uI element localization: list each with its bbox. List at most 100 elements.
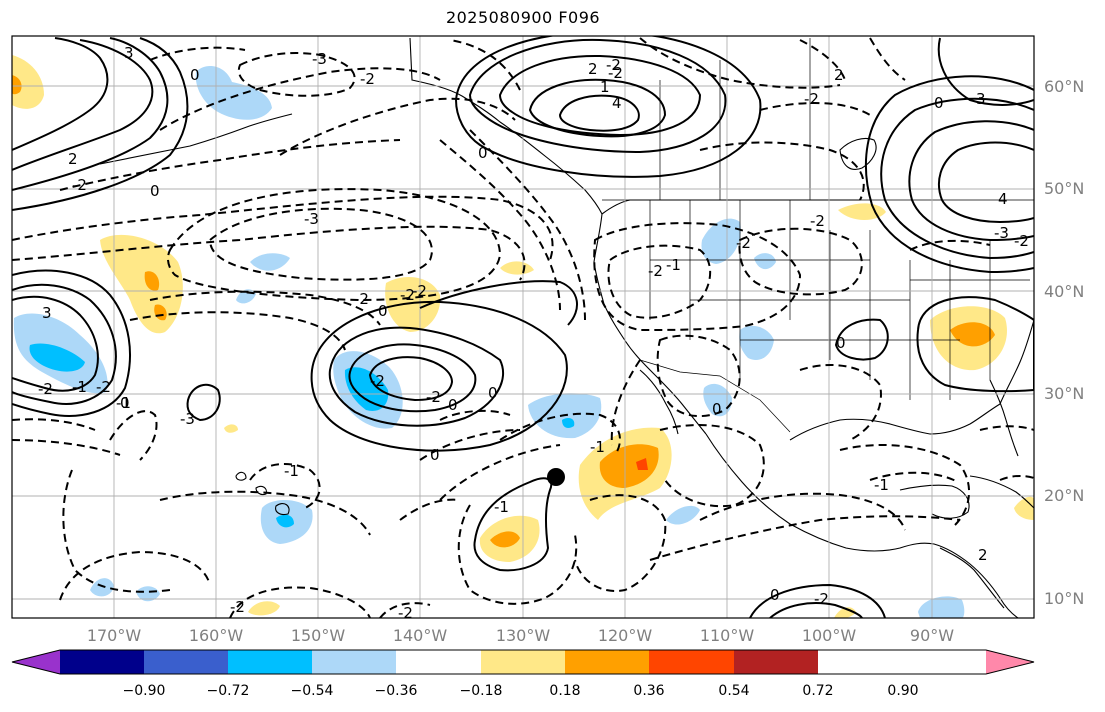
contour-high-west-2 (12, 37, 169, 191)
contour-high-north-2 (498, 54, 702, 137)
contour-label: 0 (934, 94, 944, 112)
pos-area-caribbean (1014, 496, 1034, 520)
contour-label: -2 (814, 590, 829, 608)
coastline-cuba (969, 475, 1034, 509)
colorbar-tick-label: −0.72 (206, 683, 250, 699)
contour-high-north-1 (468, 38, 727, 154)
pos-area-west-coast-alaska-core (12, 75, 22, 95)
lon-label-100w: 100°W (801, 626, 857, 645)
contour-label: -1 (284, 462, 299, 480)
coastlines (99, 37, 1034, 618)
contour-label: 0 (712, 400, 722, 418)
colorbar-cell (565, 650, 649, 674)
neg-area-hawaii-core (276, 514, 294, 528)
coastline-gulf (789, 403, 1001, 441)
lon-label-150w: 150°W (290, 626, 346, 645)
contour-labels: 3 0 -3 -2 2 -3 -2 0 3 -2 -1 -2 -1 -2 0 -… (38, 44, 1029, 618)
dashed-contour-8 (237, 52, 356, 97)
contour-label: -2 (360, 70, 375, 88)
dashed-contour-16 (699, 141, 865, 201)
lat-label-20n: 20°N (1044, 486, 1085, 505)
contour-high-west-1 (12, 39, 154, 171)
contour-label: -2 (648, 262, 663, 280)
colorbar-tick-label: 0.54 (718, 683, 750, 699)
map-frame (11, 35, 1035, 619)
border-us-mexico (639, 359, 791, 433)
dashed-contour-23 (909, 239, 991, 251)
dashed-contour-1 (208, 207, 433, 281)
contour-label: -3 (180, 410, 195, 428)
pos-area-small-1 (500, 261, 534, 275)
dashed-contour-28 (419, 429, 521, 461)
dashed-contour-27 (439, 444, 561, 501)
coastline-west-us (593, 213, 707, 435)
coastline-central-america (939, 547, 1005, 609)
coastline-aleutians (99, 113, 293, 165)
contour-label: 0 (448, 396, 458, 414)
contour-label: 2 (588, 60, 598, 78)
contour-high-north-5 (454, 36, 762, 178)
dashed-contour-47 (869, 471, 959, 483)
coastline-mexico (705, 433, 1019, 618)
dashed-contour-42 (12, 418, 96, 431)
lon-label-130w: 130°W (495, 626, 551, 645)
contour-label: 3 (124, 44, 134, 62)
contour-label: -2 (400, 286, 415, 304)
colorbar-tick-label: −0.36 (374, 683, 418, 699)
colorbar-tick-label: −0.18 (459, 683, 503, 699)
storm-center-marker (547, 468, 565, 486)
dashed-contour-6 (159, 67, 441, 131)
contour-label: -2 (736, 234, 751, 252)
dashed-contour-35 (59, 550, 211, 601)
dashed-contour-3 (12, 195, 554, 261)
negative-contours (12, 37, 1034, 618)
lat-label-40n: 40°N (1044, 282, 1085, 301)
dashed-contour-46 (839, 444, 971, 526)
dashed-contour-48 (979, 425, 1034, 431)
dashed-contour-45 (799, 364, 882, 441)
colorbar-outline (11, 649, 1035, 675)
contour-label: -3 (312, 50, 327, 68)
dashed-contour-17 (759, 102, 871, 116)
dashed-contour-21 (593, 222, 802, 332)
contour-low-center-4 (310, 300, 568, 452)
political-borders (602, 38, 1034, 433)
dashed-contour-10 (149, 290, 381, 326)
neg-area-small-3 (666, 505, 700, 525)
lat-label-50n: 50°N (1044, 179, 1085, 198)
contour-high-east-3 (938, 141, 1034, 224)
contour-label: 0 (120, 394, 130, 412)
lon-label-160w: 160°W (188, 626, 244, 645)
contour-label: 0 (378, 302, 388, 320)
colorbar (11, 649, 1035, 675)
pos-area-dateline-north-core (144, 271, 160, 291)
pos-area-baja-core (636, 458, 648, 470)
lon-label-120w: 120°W (597, 626, 653, 645)
dashed-contour-2 (166, 188, 502, 302)
contour-label: -1 (666, 256, 681, 274)
dashed-contour-13 (439, 139, 561, 311)
dashed-contour-9 (149, 46, 246, 61)
contour-low-center-3 (368, 356, 454, 402)
neg-area-west-core (29, 343, 85, 372)
contour-label: -1 (116, 394, 131, 412)
dashed-contour-26 (499, 412, 621, 456)
neg-area-rockies (701, 218, 741, 264)
coastline-yucatan (899, 484, 970, 519)
dashed-contour-40 (62, 469, 171, 593)
dashed-contour-19 (869, 37, 906, 81)
colorbar-tick-label: 0.72 (802, 683, 834, 699)
contour-label: 0 (770, 586, 780, 604)
contour-label: 2 (68, 150, 78, 168)
contour-label: -2 (606, 56, 621, 74)
contour-tropic-1 (473, 477, 553, 572)
contour-east-ne (937, 37, 1034, 106)
contour-label: 3 (976, 90, 986, 108)
lat-label-10n: 10°N (1044, 589, 1085, 608)
contour-low-center-2 (348, 343, 477, 413)
contour-high-north-3 (528, 78, 667, 138)
colorbar-cell (649, 650, 734, 674)
dashed-contour-33 (699, 492, 906, 531)
dashed-contour-11 (129, 311, 346, 351)
colorbar-cell (312, 650, 396, 674)
